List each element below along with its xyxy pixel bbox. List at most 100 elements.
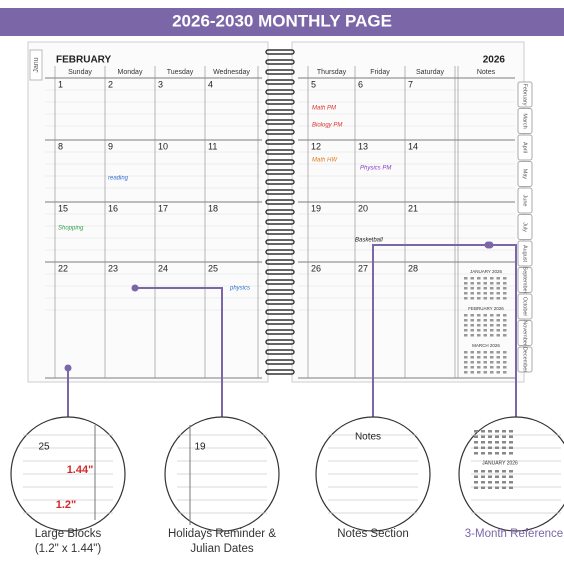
mini-day	[470, 314, 474, 317]
date: 14	[408, 141, 418, 151]
mini-day	[483, 287, 487, 290]
inset-mini-day	[488, 435, 492, 438]
mini-day	[470, 297, 474, 300]
left-tab-label: Janu	[33, 57, 40, 72]
date: 25	[208, 263, 218, 273]
inset-mini-day	[502, 481, 506, 484]
month-tab-label: July	[522, 222, 528, 232]
callout-caption: Holidays Reminder &	[168, 528, 276, 540]
month-tab	[517, 214, 533, 240]
mini-day	[464, 297, 468, 300]
mini-day	[483, 297, 487, 300]
mini-day	[477, 361, 481, 364]
mini-day	[477, 297, 481, 300]
inset-mini-day	[474, 441, 478, 444]
year-title: 2026	[483, 55, 506, 66]
date: 7	[408, 79, 413, 89]
date: 26	[311, 263, 321, 273]
spiral-ring	[265, 99, 295, 105]
spiral-ring	[265, 199, 295, 205]
mini-day	[470, 324, 474, 327]
mini-day	[496, 287, 500, 290]
mini-day	[490, 334, 494, 337]
notes-header: Notes	[477, 69, 496, 76]
callout-caption: 3-Month Reference	[465, 528, 563, 540]
mini-day	[490, 297, 494, 300]
mini-day	[490, 277, 494, 280]
date: 4	[208, 79, 213, 89]
date: 21	[408, 203, 418, 213]
left-page	[27, 41, 269, 383]
mini-day	[503, 334, 507, 337]
spiral-ring	[265, 229, 295, 235]
inset-mini-day	[502, 475, 506, 478]
spiral-ring	[265, 149, 295, 155]
mini-day	[490, 292, 494, 295]
spiral-ring	[265, 189, 295, 195]
spiral-ring	[265, 329, 295, 335]
mini-day	[470, 334, 474, 337]
month-tab	[517, 108, 533, 134]
inset-mini-day	[474, 452, 478, 455]
mini-day	[490, 366, 494, 369]
mini-day	[483, 282, 487, 285]
mini-day	[464, 356, 468, 359]
planner-entry: Biology PM	[312, 123, 342, 129]
mini-day	[490, 282, 494, 285]
inset-mini-day	[509, 486, 513, 489]
spiral-ring	[265, 289, 295, 295]
callout-caption: (1.2" x 1.44")	[35, 543, 102, 555]
mini-day	[496, 361, 500, 364]
mini-day	[464, 277, 468, 280]
callout-caption: Large Blocks	[35, 528, 102, 540]
date: 20	[358, 203, 368, 213]
day-header: Tuesday	[167, 69, 194, 76]
left-tab	[29, 49, 43, 81]
month-tab	[517, 161, 533, 187]
mini-day	[464, 314, 468, 317]
date: 15	[58, 203, 68, 213]
inset-mini-day	[495, 446, 499, 449]
inset-mini-day	[495, 441, 499, 444]
mini-day	[470, 277, 474, 280]
mini-day	[490, 356, 494, 359]
inset-mini-day	[495, 481, 499, 484]
mini-day	[503, 371, 507, 374]
mini-day	[496, 356, 500, 359]
inset-mini-day	[481, 481, 485, 484]
inset-mini-day	[488, 441, 492, 444]
spiral-ring	[265, 129, 295, 135]
date: 19	[311, 203, 321, 213]
mini-day	[477, 329, 481, 332]
date: 10	[158, 141, 168, 151]
inset-mini-day	[502, 430, 506, 433]
month-tab	[517, 81, 533, 108]
day-header: Friday	[370, 69, 390, 76]
day-header: Saturday	[416, 69, 445, 76]
inset-mini-day	[488, 486, 492, 489]
banner-title: 2026-2030 MONTHLY PAGE	[172, 11, 392, 30]
mini-day	[477, 292, 481, 295]
inset-mini-day	[488, 430, 492, 433]
mini-day	[503, 366, 507, 369]
mini-day	[470, 356, 474, 359]
inset-mini-day	[474, 446, 478, 449]
mini-day	[464, 351, 468, 354]
inset-mini-day	[474, 481, 478, 484]
mini-day	[496, 371, 500, 374]
mini-day	[483, 334, 487, 337]
spiral-ring	[265, 169, 295, 175]
inset-mini-day	[481, 441, 485, 444]
mini-day	[503, 297, 507, 300]
mini-day	[490, 287, 494, 290]
inset-mini-day	[509, 446, 513, 449]
mini-day	[490, 324, 494, 327]
date: 16	[108, 203, 118, 213]
spiral-ring	[265, 69, 295, 75]
date: 24	[158, 263, 168, 273]
planner-entry: Shopping	[58, 226, 84, 232]
inset-mini-day	[495, 470, 499, 473]
spiral-ring	[265, 339, 295, 345]
mini-day	[503, 361, 507, 364]
mini-day	[503, 329, 507, 332]
